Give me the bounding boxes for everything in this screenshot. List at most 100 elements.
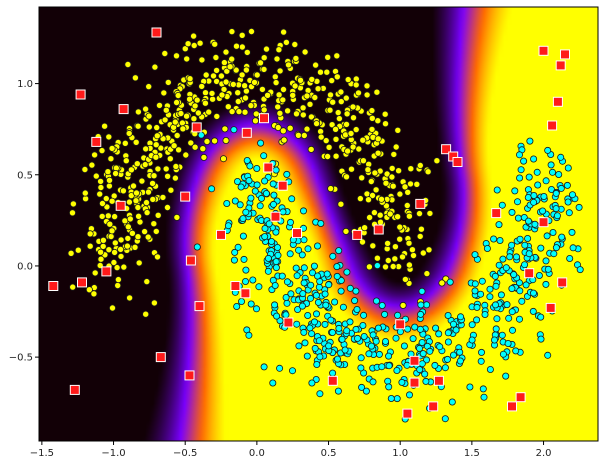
class-0-point xyxy=(282,38,290,46)
class-0-point xyxy=(352,75,360,83)
class-0-point xyxy=(138,177,146,185)
class-0-point xyxy=(294,131,302,139)
outlier-point xyxy=(241,127,252,138)
class-1-point xyxy=(321,320,329,328)
class-1-point xyxy=(530,289,538,297)
class-1-point xyxy=(230,256,238,264)
class-1-point xyxy=(255,283,263,291)
outlier-point xyxy=(180,191,191,202)
class-0-point xyxy=(217,72,225,80)
class-0-point xyxy=(415,210,423,218)
class-0-point xyxy=(399,301,407,309)
class-0-point xyxy=(157,144,165,152)
outlier-point xyxy=(515,392,526,403)
class-1-point xyxy=(457,313,465,321)
class-1-point xyxy=(419,350,427,358)
class-0-point xyxy=(226,63,234,71)
class-1-point xyxy=(346,318,354,326)
class-1-point xyxy=(520,157,528,165)
class-1-point xyxy=(486,293,494,301)
outlier-point xyxy=(441,144,452,155)
class-1-point xyxy=(261,177,269,185)
class-0-point xyxy=(408,246,416,254)
class-0-point xyxy=(183,112,191,120)
class-0-point xyxy=(279,96,287,104)
class-0-point xyxy=(99,199,107,207)
class-0-point xyxy=(90,290,98,298)
class-0-point xyxy=(144,188,152,196)
class-1-point xyxy=(317,219,325,227)
class-0-point xyxy=(209,95,217,103)
class-1-point xyxy=(251,187,259,195)
class-0-point xyxy=(198,56,206,64)
class-0-point xyxy=(194,109,202,117)
class-0-point xyxy=(149,179,157,187)
class-1-point xyxy=(569,244,577,252)
class-0-point xyxy=(426,209,434,217)
class-0-point xyxy=(370,209,378,217)
class-0-point xyxy=(163,203,171,211)
class-1-point xyxy=(295,246,303,254)
outlier-point xyxy=(560,49,570,60)
plot-frame xyxy=(38,6,599,442)
class-0-point xyxy=(334,109,342,117)
class-0-point xyxy=(202,71,210,79)
class-0-point xyxy=(405,239,413,247)
class-1-point xyxy=(352,325,360,333)
x-tick-label: −1.5 xyxy=(30,448,54,459)
class-1-point xyxy=(508,241,516,249)
class-1-point xyxy=(542,177,550,185)
class-0-point xyxy=(299,104,307,112)
class-0-point xyxy=(332,125,340,133)
class-1-point xyxy=(283,278,291,286)
outlier-point xyxy=(230,281,241,291)
class-1-point xyxy=(516,287,524,295)
class-0-point xyxy=(313,120,321,128)
outlier-point xyxy=(292,228,302,239)
class-1-point xyxy=(446,278,454,286)
class-0-point xyxy=(342,173,350,181)
class-0-point xyxy=(409,251,417,259)
class-0-point xyxy=(247,27,255,35)
class-0-point xyxy=(373,88,381,96)
class-1-point xyxy=(333,272,341,280)
class-1-point xyxy=(576,266,584,274)
class-0-point xyxy=(419,249,427,257)
class-0-point xyxy=(396,223,404,231)
class-1-point xyxy=(468,336,476,344)
class-0-point xyxy=(241,82,249,90)
class-1-point xyxy=(272,228,280,236)
class-1-point xyxy=(314,298,322,306)
class-1-point xyxy=(466,383,474,391)
class-0-point xyxy=(323,68,331,76)
class-0-point xyxy=(242,66,250,74)
class-1-point xyxy=(543,232,551,240)
class-0-point xyxy=(275,91,283,99)
class-1-point xyxy=(553,212,561,220)
class-1-point xyxy=(525,173,533,181)
class-0-point xyxy=(367,177,375,185)
class-0-point xyxy=(262,45,270,53)
class-0-point xyxy=(251,117,259,125)
class-0-point xyxy=(333,73,341,81)
class-0-point xyxy=(256,59,264,67)
class-1-point xyxy=(499,350,507,358)
class-1-point xyxy=(334,387,342,395)
class-1-point xyxy=(416,325,424,333)
class-1-point xyxy=(256,202,264,210)
outlier-point xyxy=(538,45,549,56)
class-1-point xyxy=(301,339,309,347)
outlier-point xyxy=(557,277,568,288)
class-0-point xyxy=(425,246,433,254)
class-0-point xyxy=(141,228,149,236)
class-0-point xyxy=(392,143,400,151)
class-0-point xyxy=(279,86,287,94)
class-1-point xyxy=(443,355,451,363)
class-0-point xyxy=(123,242,131,250)
class-1-point xyxy=(293,320,301,328)
class-0-point xyxy=(347,129,355,137)
class-1-point xyxy=(495,221,503,229)
class-0-point xyxy=(241,108,249,116)
class-0-point xyxy=(332,152,340,160)
